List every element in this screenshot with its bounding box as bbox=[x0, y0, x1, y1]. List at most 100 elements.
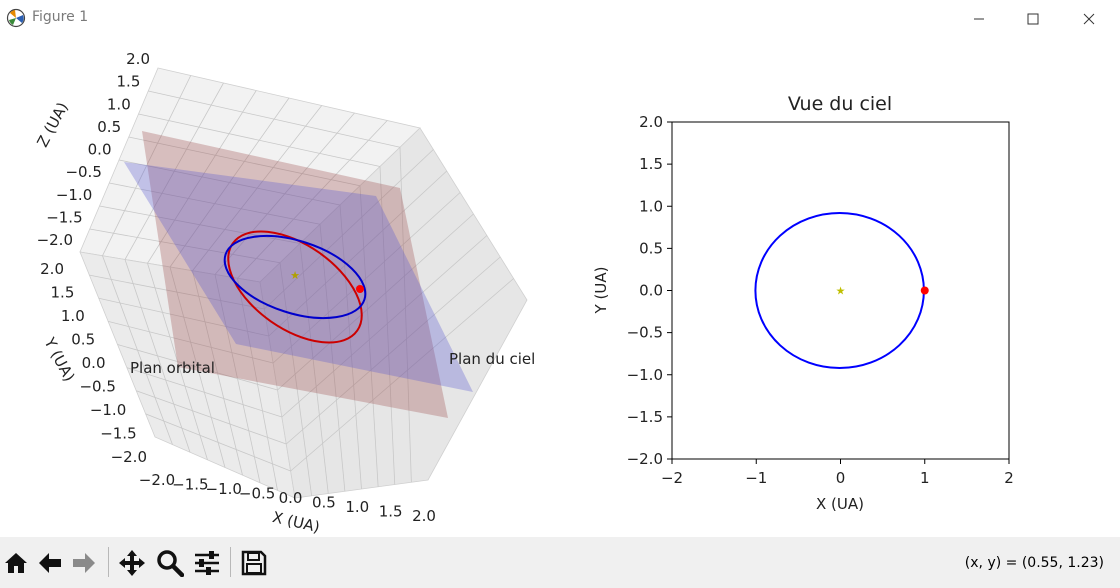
matplotlib-icon bbox=[6, 8, 26, 28]
x-tick-label: 2 bbox=[1004, 469, 1014, 487]
figure-svg: ★ Plan orbital Plan du ciel −2.0−1.5−1.0… bbox=[33, 50, 1014, 536]
grid-line bbox=[281, 235, 488, 418]
cursor-coordinates: (x, y) = (0.55, 1.23) bbox=[964, 555, 1104, 571]
x-tick-label: −1 bbox=[745, 469, 767, 487]
tick-label: 2.0 bbox=[40, 260, 64, 278]
tick-label: 0.0 bbox=[82, 354, 106, 372]
tick-label: 1.5 bbox=[379, 503, 403, 521]
grid-line bbox=[169, 266, 226, 468]
tick-label: −1.5 bbox=[46, 208, 82, 226]
y-tick-label: −2.0 bbox=[627, 450, 663, 468]
axes-3d[interactable]: ★ Plan orbital Plan du ciel −2.0−1.5−1.0… bbox=[33, 50, 535, 536]
tick-label: −1.0 bbox=[206, 480, 242, 498]
plot-frame bbox=[671, 121, 1010, 460]
x-axis-label-2d: X (UA) bbox=[816, 495, 864, 513]
tick-label: 1.5 bbox=[51, 284, 75, 302]
minimize-icon bbox=[974, 18, 984, 19]
pane-back-right bbox=[259, 127, 528, 499]
grid-line bbox=[237, 278, 278, 491]
grid-line bbox=[109, 182, 321, 225]
tick-label: −0.5 bbox=[239, 485, 275, 503]
maximize-button[interactable] bbox=[1010, 0, 1056, 37]
zoom-button[interactable] bbox=[156, 549, 184, 577]
x-axis-label: X (UA) bbox=[271, 508, 322, 536]
star-marker: ★ bbox=[836, 285, 846, 298]
axes-sky-view[interactable]: Vue du ciel −2 −1 0 1 2 2.0 1.5 1.0 0.5 0.0 −0.5 −1… bbox=[592, 93, 1014, 513]
tick-label: 1.0 bbox=[61, 307, 85, 325]
grid-line bbox=[99, 205, 301, 244]
y-tick-label: −1.0 bbox=[627, 366, 663, 384]
toolbar-separator bbox=[230, 547, 231, 577]
orbital-plane bbox=[142, 131, 448, 418]
star-marker-3d: ★ bbox=[290, 269, 300, 282]
title-bar: Figure 1 bbox=[0, 0, 1120, 37]
tick-marks: −2 −1 0 1 2 2.0 1.5 1.0 0.5 0.0 −0.5 −1.0 −1.5 −2.0 bbox=[627, 113, 1014, 487]
grid-line bbox=[399, 147, 412, 483]
tick-label: −1.0 bbox=[56, 186, 92, 204]
y-tick-label: 1.5 bbox=[639, 155, 663, 173]
tick-label: −2.0 bbox=[37, 231, 73, 249]
figure-canvas[interactable]: ★ Plan orbital Plan du ciel −2.0 −1.5 −1.0… bbox=[0, 37, 1120, 537]
configure-subplots-icon bbox=[195, 551, 219, 575]
tick-label: −0.5 bbox=[79, 378, 115, 396]
tick-label: −2.0 bbox=[139, 471, 175, 489]
grid-line bbox=[237, 120, 388, 279]
annotation-plan-du-ciel: Plan du ciel bbox=[449, 350, 535, 368]
pan-icon bbox=[119, 550, 145, 576]
y-tick-label: 0.0 bbox=[639, 282, 663, 300]
x-tick-label: −2 bbox=[661, 469, 683, 487]
z-tick-labels: −2.0 −1.5 −1.0 −0.5 0.0 0.5 1.0 1.5 2.0 bbox=[37, 50, 150, 249]
grid-line bbox=[339, 204, 362, 490]
grid-line bbox=[192, 105, 323, 271]
grid-3d bbox=[89, 75, 514, 496]
tick-label: 0.5 bbox=[71, 331, 95, 349]
forward-icon bbox=[73, 553, 95, 573]
grid-line bbox=[136, 390, 287, 445]
grid-line bbox=[277, 213, 474, 391]
forward-button[interactable] bbox=[70, 549, 98, 577]
grid-line bbox=[126, 367, 282, 418]
tick-label: −1.5 bbox=[172, 476, 208, 494]
grid-line bbox=[264, 149, 434, 310]
tick-label: −0.5 bbox=[65, 163, 101, 181]
grid-line bbox=[118, 159, 341, 206]
grid-line bbox=[319, 224, 346, 492]
grid-line bbox=[299, 243, 329, 494]
planet-marker bbox=[920, 286, 929, 295]
home-button[interactable] bbox=[2, 549, 30, 577]
maximize-icon bbox=[1027, 13, 1039, 24]
back-icon bbox=[39, 553, 61, 573]
home-icon bbox=[5, 553, 27, 573]
minimize-button[interactable] bbox=[956, 0, 1002, 37]
annotation-plan-orbital: Plan orbital bbox=[130, 359, 215, 377]
planet-marker-3d bbox=[356, 285, 364, 293]
grid-line bbox=[379, 166, 396, 485]
y-tick-label: 1.0 bbox=[639, 197, 663, 215]
save-button[interactable] bbox=[240, 549, 268, 577]
tick-label: 0.5 bbox=[312, 494, 336, 512]
grid-line bbox=[214, 274, 261, 483]
grid-line bbox=[145, 413, 291, 472]
back-button[interactable] bbox=[36, 549, 64, 577]
grid-line bbox=[268, 170, 448, 337]
y-tick-labels: 2.0 1.5 1.0 0.5 0.0 −0.5 −1.0 −1.5 −2.0 bbox=[40, 260, 147, 466]
tick-label: 0.0 bbox=[279, 489, 303, 507]
tick-label: 2.0 bbox=[126, 50, 150, 68]
grid-line bbox=[192, 270, 243, 476]
chart-title: Vue du ciel bbox=[788, 93, 892, 115]
tick-label: 0.5 bbox=[97, 118, 121, 136]
tick-label: 0.0 bbox=[88, 141, 112, 159]
y-axis-label-2d: Y (UA) bbox=[592, 267, 610, 315]
tick-label: −1.0 bbox=[90, 401, 126, 419]
configure-subplots-button[interactable] bbox=[193, 549, 221, 577]
tick-label: 1.0 bbox=[345, 498, 369, 516]
save-icon bbox=[241, 550, 267, 576]
tick-label: −2.0 bbox=[111, 448, 147, 466]
grid-line bbox=[290, 278, 514, 472]
y-tick-label: −0.5 bbox=[627, 324, 663, 342]
x-tick-label: 0 bbox=[836, 469, 846, 487]
pan-button[interactable] bbox=[118, 549, 146, 577]
navigation-toolbar: (x, y) = (0.55, 1.23) bbox=[0, 537, 1120, 588]
close-button[interactable] bbox=[1066, 0, 1112, 37]
y-tick-label: 0.5 bbox=[639, 239, 663, 257]
